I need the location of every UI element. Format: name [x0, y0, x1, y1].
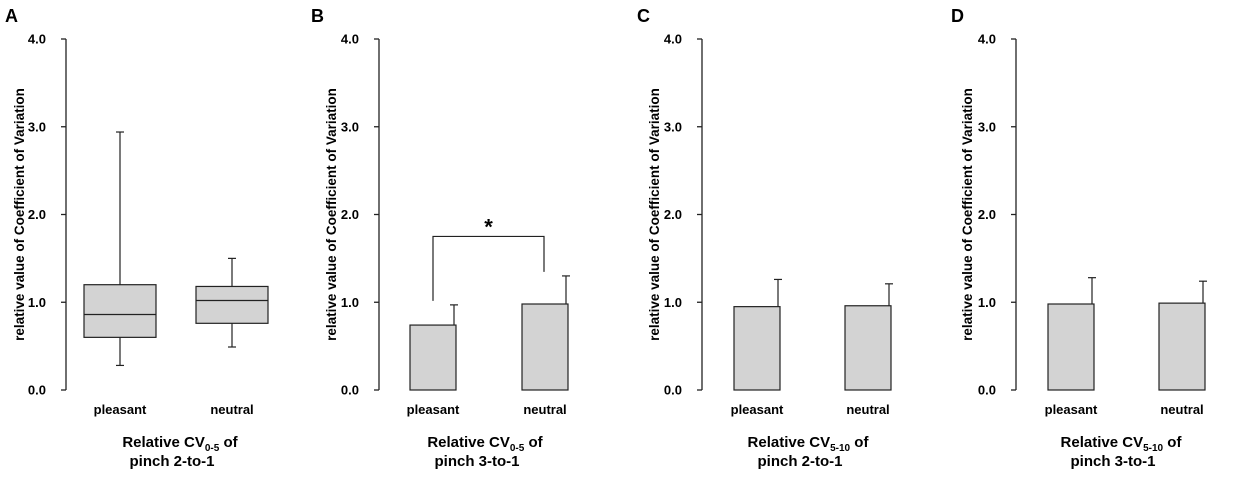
- x-title-of: of: [524, 434, 543, 451]
- bar-rect: [1158, 302, 1206, 391]
- y-tick-label: 4.0: [341, 32, 359, 47]
- x-title-of: of: [1163, 434, 1182, 451]
- y-axis-label: relative value of Coefficient of Variati…: [960, 88, 975, 341]
- y-tick-label: 4.0: [978, 32, 996, 47]
- y-tick-label: 4.0: [664, 32, 682, 47]
- x-title-main: Relative CV: [122, 434, 205, 451]
- y-tick-label: 2.0: [341, 207, 359, 222]
- bar-neutral: [1158, 280, 1207, 391]
- y-tick-label: 2.0: [28, 207, 46, 222]
- x-title-line1: Relative CV0-5 of: [122, 434, 238, 454]
- x-title-line1: Relative CV0-5 of: [427, 434, 543, 454]
- y-tick-label: 0.0: [664, 383, 682, 398]
- x-title-line2: pinch 2-to-1: [130, 453, 215, 470]
- y-tick-label: 1.0: [28, 295, 46, 310]
- panel-letter: B: [311, 6, 324, 26]
- x-title-line1: Relative CV5-10 of: [748, 434, 870, 454]
- x-title-subscript: 5-10: [830, 443, 850, 454]
- panel-letter: A: [5, 6, 18, 26]
- y-tick-label: 3.0: [664, 119, 682, 134]
- significance-star: *: [484, 214, 493, 239]
- y-tick-label: 3.0: [978, 119, 996, 134]
- y-tick-label: 3.0: [28, 119, 46, 134]
- bar-rect: [733, 306, 781, 391]
- y-tick-label: 4.0: [28, 32, 46, 47]
- bar-neutral: [844, 283, 893, 391]
- y-tick-label: 0.0: [28, 383, 46, 398]
- y-tick-label: 2.0: [978, 207, 996, 222]
- category-label-neutral: neutral: [846, 402, 889, 417]
- category-label-pleasant: pleasant: [407, 402, 460, 417]
- category-label-neutral: neutral: [210, 402, 253, 417]
- bar-rect: [1047, 303, 1095, 391]
- panel-letter: C: [637, 6, 650, 26]
- significance-bracket: *: [432, 214, 545, 301]
- x-title-main: Relative CV: [1061, 434, 1144, 451]
- y-tick-label: 1.0: [978, 295, 996, 310]
- x-title-of: of: [219, 434, 238, 451]
- bar-pleasant: [409, 304, 458, 391]
- x-title-main: Relative CV: [748, 434, 831, 451]
- y-axis-label: relative value of Coefficient of Variati…: [647, 88, 662, 341]
- bar-neutral: [521, 275, 570, 391]
- bar-rect: [409, 324, 457, 391]
- bracket-line: [432, 235, 545, 301]
- x-title-subscript: 0-5: [205, 443, 220, 454]
- category-label-neutral: neutral: [1160, 402, 1203, 417]
- x-title-subscript: 5-10: [1143, 443, 1163, 454]
- category-label-pleasant: pleasant: [1045, 402, 1098, 417]
- x-title-subscript: 0-5: [510, 443, 525, 454]
- box-iqr: [195, 285, 269, 324]
- box-neutral: [195, 257, 269, 348]
- category-label-pleasant: pleasant: [94, 402, 147, 417]
- bar-pleasant: [1047, 277, 1096, 391]
- x-title-line1: Relative CV5-10 of: [1061, 434, 1183, 454]
- box-iqr: [83, 284, 157, 338]
- y-tick-label: 0.0: [978, 383, 996, 398]
- panel-letter: D: [951, 6, 964, 26]
- y-axis-label: relative value of Coefficient of Variati…: [324, 88, 339, 341]
- x-title-of: of: [850, 434, 869, 451]
- category-label-neutral: neutral: [523, 402, 566, 417]
- y-tick-label: 0.0: [341, 383, 359, 398]
- y-tick-label: 2.0: [664, 207, 682, 222]
- x-title-line2: pinch 2-to-1: [758, 453, 843, 470]
- bar-pleasant: [733, 278, 782, 391]
- box-pleasant: [83, 131, 157, 367]
- y-tick-label: 1.0: [664, 295, 682, 310]
- x-title-main: Relative CV: [427, 434, 510, 451]
- bar-rect: [521, 303, 569, 391]
- y-axis-label: relative value of Coefficient of Variati…: [12, 88, 27, 341]
- y-tick-label: 3.0: [341, 119, 359, 134]
- category-label-pleasant: pleasant: [731, 402, 784, 417]
- y-tick-label: 1.0: [341, 295, 359, 310]
- x-title-line2: pinch 3-to-1: [435, 453, 520, 470]
- x-title-line2: pinch 3-to-1: [1071, 453, 1156, 470]
- bar-rect: [844, 305, 892, 391]
